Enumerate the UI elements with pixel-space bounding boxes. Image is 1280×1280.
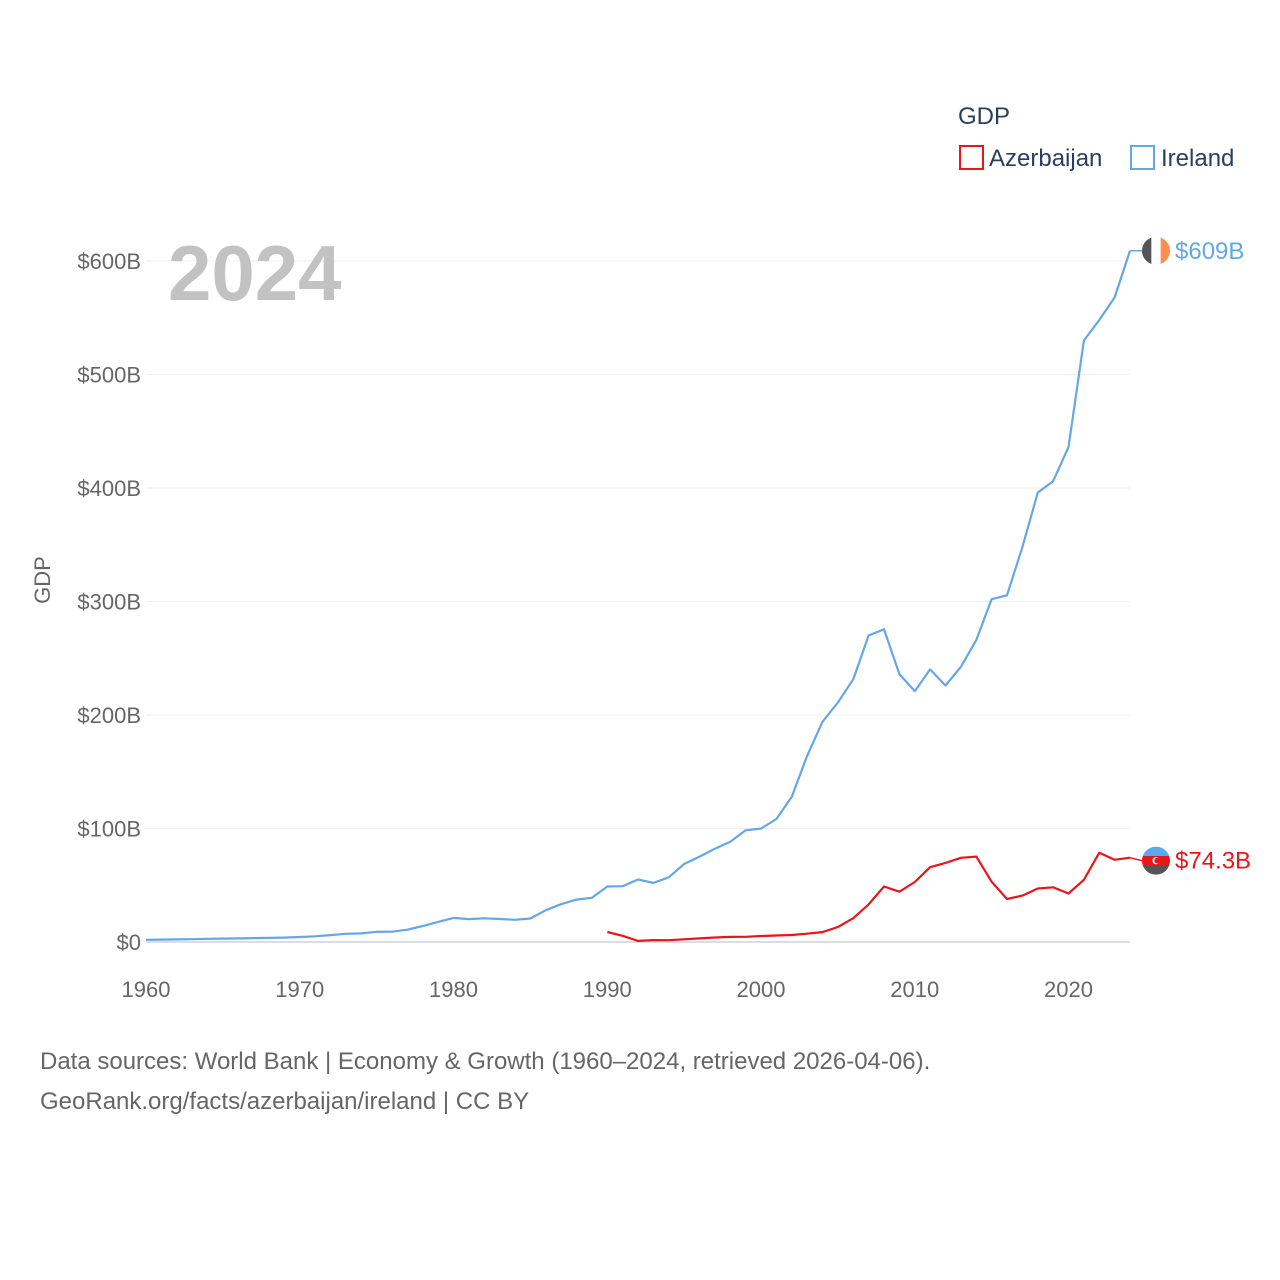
x-tick-label: 1970 bbox=[275, 977, 324, 1002]
y-axis-title: GDP bbox=[30, 556, 55, 604]
source-note: Data sources: World Bank | Economy & Gro… bbox=[40, 1042, 930, 1122]
x-tick-label: 1980 bbox=[429, 977, 478, 1002]
y-tick-label: $100B bbox=[77, 817, 141, 842]
legend-swatch-ireland[interactable] bbox=[1130, 145, 1155, 170]
x-tick-label: 2000 bbox=[737, 977, 786, 1002]
x-axis-ticks: 1960 1970 1980 1990 2000 2010 2020 bbox=[122, 977, 1093, 1002]
gridlines bbox=[146, 260, 1130, 943]
series-end-markers: $74.3B $609B bbox=[1129, 236, 1251, 875]
x-tick-label: 1960 bbox=[122, 977, 171, 1002]
year-watermark: 2024 bbox=[168, 229, 342, 317]
y-tick-label: $500B bbox=[77, 363, 141, 388]
series-lines bbox=[145, 250, 1132, 943]
y-tick-label: $0 bbox=[117, 930, 141, 955]
x-tick-label: 2010 bbox=[890, 977, 939, 1002]
end-value-label-ireland: $609B bbox=[1175, 238, 1244, 265]
legend[interactable]: GDP Azerbaijan Ireland bbox=[958, 103, 1234, 172]
end-connector bbox=[1129, 856, 1143, 862]
x-tick-label: 1990 bbox=[583, 977, 632, 1002]
series-line-ireland[interactable] bbox=[145, 250, 1132, 941]
series-line-azerbaijan[interactable] bbox=[607, 851, 1131, 943]
y-tick-label: $300B bbox=[77, 590, 141, 615]
y-tick-label: $200B bbox=[77, 703, 141, 728]
source-line-2: GeoRank.org/facts/azerbaijan/ireland | C… bbox=[40, 1088, 530, 1115]
legend-swatch-azerbaijan[interactable] bbox=[959, 145, 984, 170]
legend-title: GDP bbox=[958, 103, 1010, 130]
ireland-flag-icon bbox=[1142, 236, 1170, 265]
y-axis-ticks: $0 $100B $200B $300B $400B $500B $600B bbox=[77, 249, 141, 955]
gdp-line-chart: 2024 $0 $100B $200B $300B $400B $500B $600B 19… bbox=[30, 103, 1251, 1002]
source-line-1: Data sources: World Bank | Economy & Gro… bbox=[40, 1048, 931, 1075]
x-tick-label: 2020 bbox=[1044, 977, 1093, 1002]
y-tick-label: $400B bbox=[77, 476, 141, 501]
y-tick-label: $600B bbox=[77, 249, 141, 274]
end-value-label-azerbaijan: $74.3B bbox=[1175, 848, 1251, 875]
legend-label-ireland[interactable]: Ireland bbox=[1161, 145, 1234, 172]
legend-label-azerbaijan[interactable]: Azerbaijan bbox=[989, 145, 1102, 172]
azerbaijan-flag-icon bbox=[1142, 846, 1170, 875]
